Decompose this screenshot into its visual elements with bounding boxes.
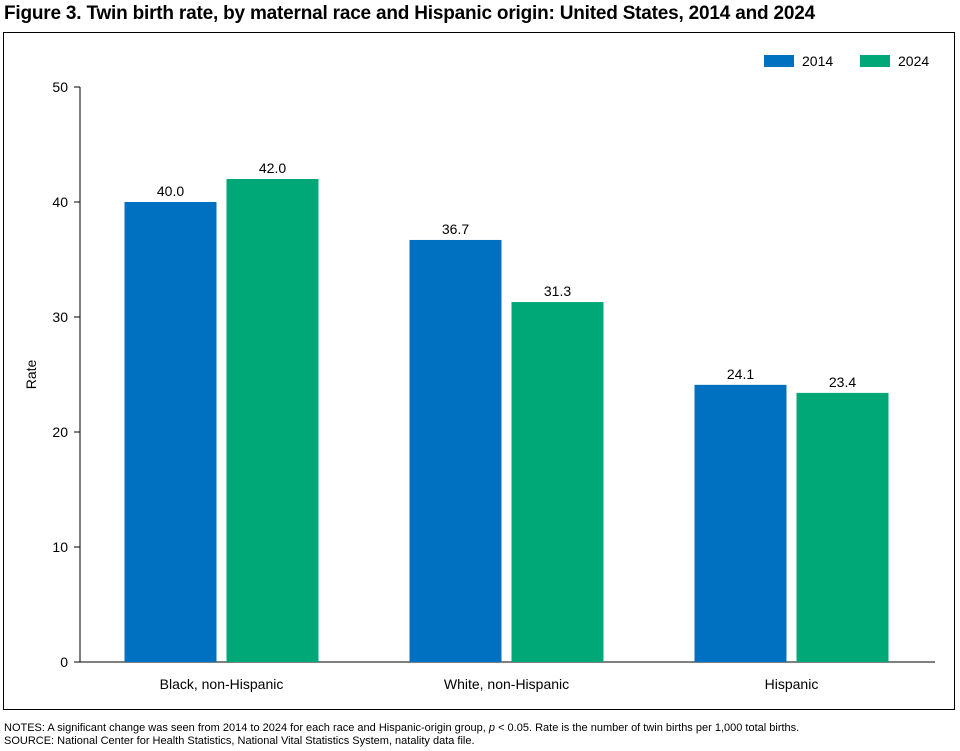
figure-title: Figure 3. Twin birth rate, by maternal r… xyxy=(4,3,815,24)
bar-2024 xyxy=(796,392,889,662)
bar-2024 xyxy=(511,302,604,662)
chart-bars: 40.0 42.0 36.7 31.3 24.1 23.4 xyxy=(124,160,889,662)
bar-value-label: 31.3 xyxy=(544,283,571,299)
bar-value-label: 23.4 xyxy=(829,374,856,390)
chart-axes: 0 10 20 30 40 50 Rate Black, non-Hispanic White,… xyxy=(23,79,935,692)
x-category-label: Black, non-Hispanic xyxy=(160,676,284,692)
notes-p-symbol: p xyxy=(488,722,496,734)
chart-frame xyxy=(3,32,955,710)
notes-line: NOTES: A significant change was seen fro… xyxy=(4,722,799,735)
y-tick-label: 30 xyxy=(52,309,68,325)
y-axis-label: Rate xyxy=(23,360,39,390)
legend-swatch-2014 xyxy=(764,55,794,67)
y-tick-label: 20 xyxy=(52,424,68,440)
x-category-label: White, non-Hispanic xyxy=(444,676,569,692)
bar-value-label: 42.0 xyxy=(259,160,286,176)
source-line: SOURCE: National Center for Health Stati… xyxy=(4,735,475,747)
chart-legend: 2014 2024 xyxy=(764,53,929,69)
legend-label-2014: 2014 xyxy=(802,53,833,69)
bar-2024 xyxy=(226,179,319,662)
y-tick-label: 40 xyxy=(52,194,68,210)
x-category-label: Hispanic xyxy=(765,676,819,692)
notes-prefix: NOTES: A significant change was seen fro… xyxy=(4,722,489,734)
y-tick-label: 10 xyxy=(52,539,68,555)
bar-2014 xyxy=(694,384,787,662)
legend-swatch-2024 xyxy=(860,55,890,67)
legend-label-2024: 2024 xyxy=(898,53,929,69)
notes-suffix: < 0.05. Rate is the number of twin birth… xyxy=(495,722,800,734)
bar-value-label: 24.1 xyxy=(727,366,754,382)
bar-value-label: 40.0 xyxy=(157,183,184,199)
bar-value-label: 36.7 xyxy=(442,221,469,237)
y-tick-label: 50 xyxy=(52,79,68,95)
y-tick-label: 0 xyxy=(60,654,68,670)
chart-notes: NOTES: A significant change was seen fro… xyxy=(4,722,799,748)
bar-2014 xyxy=(409,239,502,662)
bar-2014 xyxy=(124,202,217,662)
